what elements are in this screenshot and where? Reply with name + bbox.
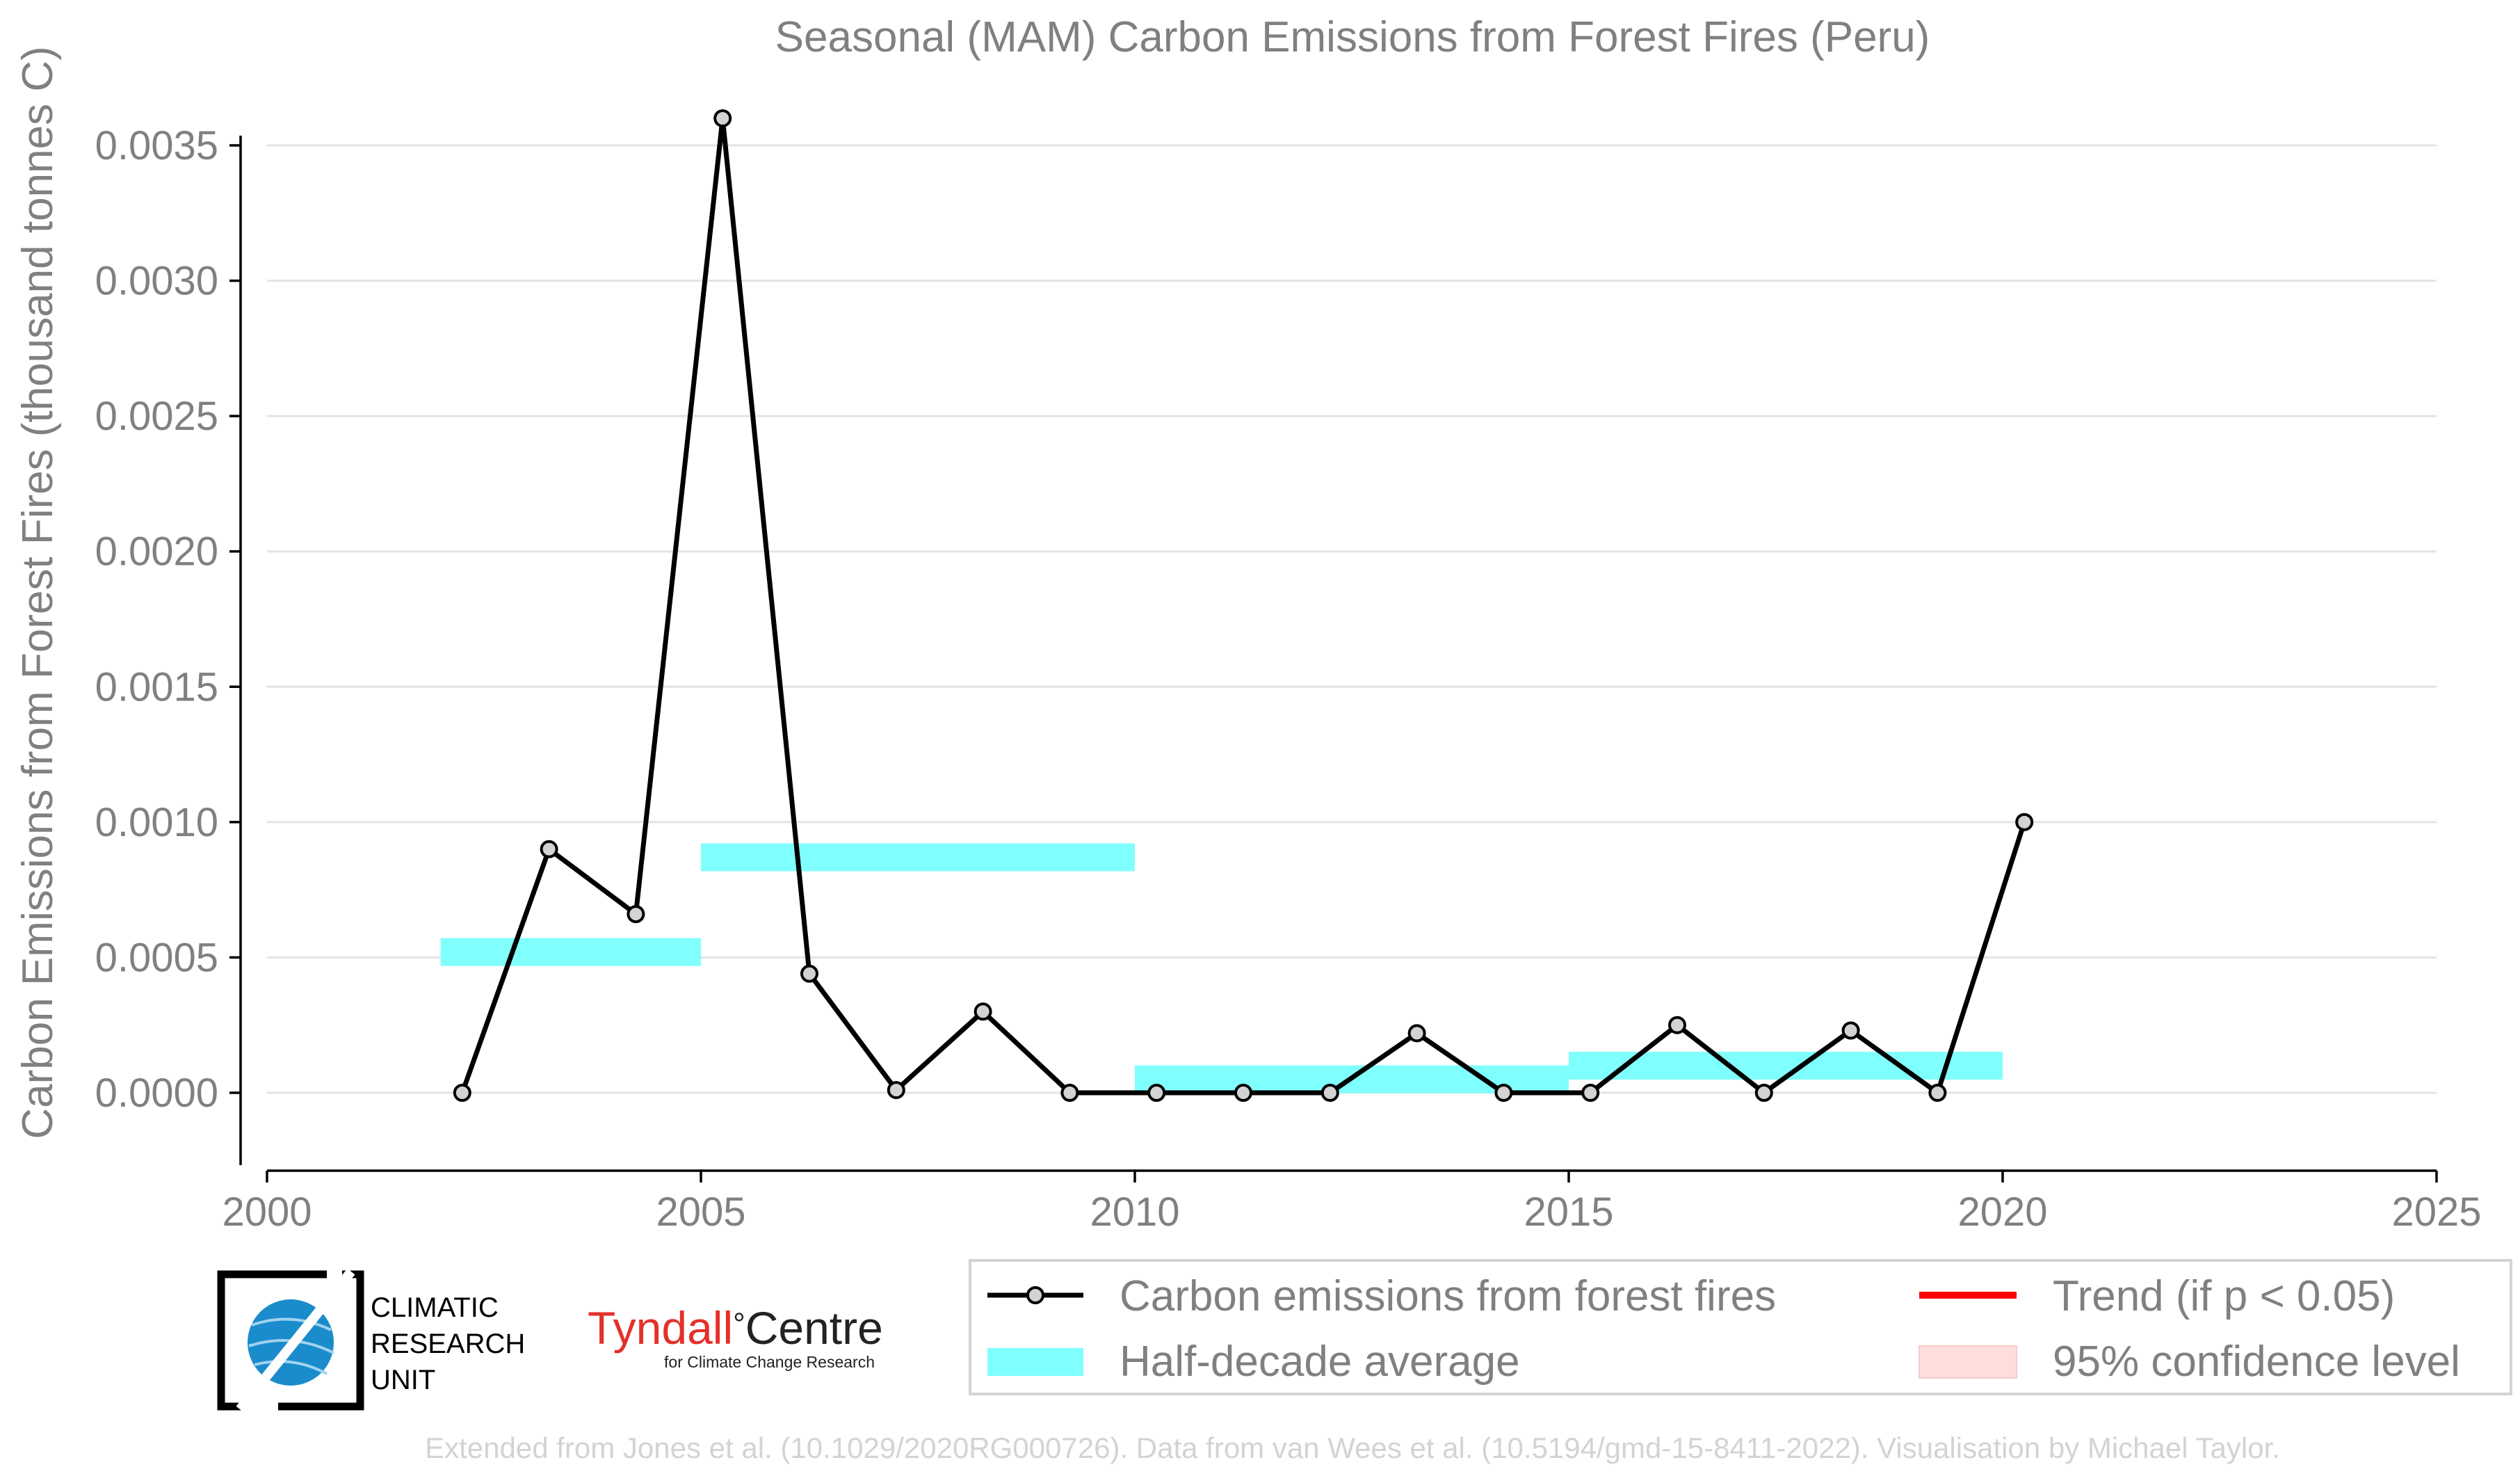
data-point <box>887 1081 905 1100</box>
y-tick-label: 0.0035 <box>95 123 218 168</box>
legend-swatch-half-decade <box>987 1348 1083 1376</box>
legend-frame <box>969 1259 2512 1395</box>
y-tick-label: 0.0020 <box>95 529 218 575</box>
legend-label-confidence: 95% confidence level <box>2053 1338 2460 1386</box>
y-tick-label: 0.0030 <box>95 259 218 304</box>
tyndall-name: Tyndall <box>588 1302 733 1354</box>
y-tick-label: 0.0010 <box>95 800 218 845</box>
data-point <box>1320 1084 1339 1102</box>
half-decade-band <box>701 843 1135 872</box>
y-tick-label: 0.0005 <box>95 935 218 980</box>
legend-label-carbon-emissions: Carbon emissions from forest fires <box>1120 1272 1776 1320</box>
cru-logo: CLIMATIC RESEARCH UNIT <box>217 1268 525 1413</box>
credit-line: Extended from Jones et al. (10.1029/2020… <box>425 1432 2280 1464</box>
data-point <box>1668 1016 1686 1034</box>
data-point <box>1928 1084 1947 1102</box>
legend-swatch-marker <box>1026 1286 1044 1304</box>
legend-item-trend: Trend (if p < 0.05) <box>1919 1272 2395 1320</box>
y-tick-label: 0.0000 <box>95 1071 218 1116</box>
legend-item-carbon-emissions: Carbon emissions from forest fires <box>987 1272 1776 1320</box>
data-point <box>713 109 732 128</box>
data-point <box>1754 1084 1773 1102</box>
legend-item-half-decade: Half-decade average <box>987 1338 1520 1386</box>
data-point <box>540 840 558 858</box>
y-axis-label: Carbon Emissions from Forest Fires (thou… <box>14 46 62 1139</box>
series-carbon-emissions <box>453 109 2034 1102</box>
data-point <box>1147 1084 1166 1102</box>
data-point <box>453 1084 471 1102</box>
x-tick-label: 2020 <box>1957 1189 2047 1235</box>
data-point <box>800 964 818 983</box>
tyndall-subtitle: for Climate Change Research <box>664 1353 875 1371</box>
half-decade-average-bands <box>440 843 2003 1093</box>
data-point <box>2015 812 2034 831</box>
x-axis: 2000 2005 2010 2015 2020 2025 <box>222 1171 2482 1235</box>
svg-text:Tyndall°Centre: Tyndall°Centre <box>588 1302 883 1354</box>
x-tick-label: 2025 <box>2391 1189 2481 1235</box>
cru-name-line1: CLIMATIC <box>371 1292 499 1323</box>
cru-name-line3: UNIT <box>371 1365 435 1395</box>
legend: Carbon emissions from forest fires Trend… <box>969 1259 2512 1395</box>
legend-item-confidence: 95% confidence level <box>1919 1338 2460 1386</box>
x-tick-label: 2015 <box>1524 1189 1613 1235</box>
y-axis: 0.0000 0.0005 0.0010 0.0015 0.0020 0.0025 0.00… <box>95 123 241 1116</box>
tyndall-suffix: Centre <box>745 1302 883 1354</box>
data-point <box>1060 1084 1079 1102</box>
chart-title: Seasonal (MAM) Carbon Emissions from For… <box>775 13 1930 61</box>
tyndall-logo: Tyndall°Centre for Climate Change Resear… <box>588 1302 883 1371</box>
data-point <box>627 905 645 924</box>
half-decade-band <box>440 938 701 966</box>
cru-logo-slash <box>236 1268 355 1413</box>
data-point <box>1407 1024 1426 1043</box>
data-point <box>974 1002 992 1021</box>
legend-swatch-confidence <box>1919 1345 2017 1379</box>
x-tick-label: 2010 <box>1090 1189 1179 1235</box>
y-tick-label: 0.0025 <box>95 394 218 439</box>
data-point <box>1581 1084 1600 1102</box>
data-point <box>1494 1084 1513 1102</box>
x-tick-label: 2000 <box>222 1189 312 1235</box>
data-point <box>1841 1021 1860 1040</box>
legend-label-half-decade: Half-decade average <box>1120 1338 1520 1386</box>
cru-logo-bracket <box>217 1270 327 1411</box>
y-tick-label: 0.0015 <box>95 664 218 710</box>
data-point <box>1234 1084 1252 1102</box>
x-tick-label: 2005 <box>656 1189 745 1235</box>
tyndall-degree: ° <box>733 1307 745 1341</box>
legend-label-trend: Trend (if p < 0.05) <box>2053 1272 2395 1320</box>
cru-name-line2: RESEARCH <box>371 1329 525 1359</box>
